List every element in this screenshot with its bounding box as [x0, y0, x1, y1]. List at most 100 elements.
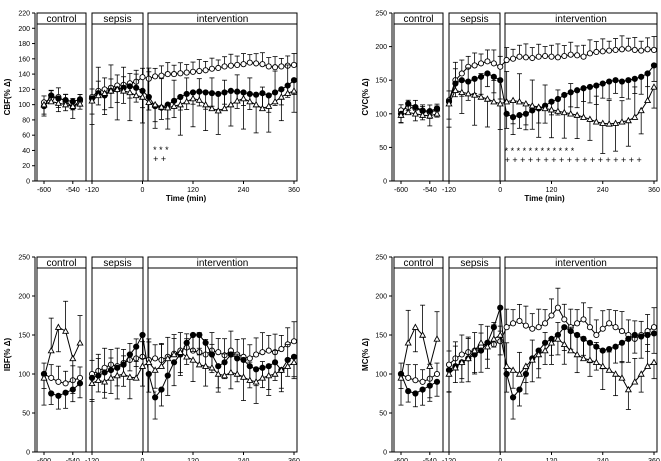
data-point — [528, 102, 536, 109]
x-tick-label: 240 — [597, 458, 609, 461]
data-point — [152, 355, 159, 362]
data-point — [644, 331, 651, 339]
data-point — [202, 89, 209, 96]
data-point — [272, 64, 279, 71]
x-tick-label: -120 — [442, 187, 456, 194]
segment-box — [504, 12, 658, 182]
data-point — [535, 350, 543, 358]
segment-label: control — [403, 258, 433, 269]
data-point — [215, 363, 222, 370]
x-tick-label: -540 — [66, 187, 80, 194]
data-point — [560, 108, 568, 116]
significance-marker: * * * * * * * * * * * * — [505, 146, 575, 156]
data-point — [547, 339, 556, 346]
data-point — [258, 104, 267, 112]
chart-panel-4: 0 50 100 150 200 250 MC(% Δ) -600 -540 -120 0 120 24… — [361, 255, 660, 461]
data-point — [202, 339, 209, 346]
data-point — [496, 99, 504, 107]
data-point — [138, 93, 147, 100]
data-point — [55, 378, 62, 385]
data-point — [471, 62, 478, 69]
segment-box — [147, 12, 298, 182]
data-point — [411, 323, 419, 330]
data-point — [157, 103, 166, 110]
data-point — [62, 380, 69, 387]
segment-label: sepsis — [103, 258, 131, 269]
x-tick-label: 120 — [187, 458, 199, 461]
data-point — [139, 74, 146, 81]
data-point — [618, 374, 626, 381]
series-triangle-open — [40, 64, 298, 136]
x-tick-label: -600 — [394, 187, 408, 194]
significance-marker: + + + + + + + + + + + + + + + + + + — [505, 155, 642, 165]
data-point — [638, 73, 645, 80]
data-point — [176, 100, 184, 108]
data-point — [644, 46, 651, 53]
data-point — [133, 343, 140, 350]
data-point — [522, 362, 530, 369]
data-point — [145, 358, 153, 365]
x-tick-label: 120 — [546, 458, 558, 461]
data-point — [567, 346, 575, 354]
data-point — [477, 339, 485, 346]
data-point — [48, 390, 55, 397]
data-point — [599, 347, 606, 354]
data-point — [419, 386, 426, 393]
data-point — [624, 385, 632, 393]
x-tick-label: 0 — [141, 187, 145, 194]
x-tick-label: 360 — [648, 187, 660, 194]
data-point — [253, 60, 260, 67]
data-point — [580, 316, 587, 323]
data-point — [586, 324, 593, 331]
data-point — [208, 104, 216, 112]
data-point — [426, 112, 434, 119]
x-tick-label: 120 — [187, 187, 199, 194]
data-point — [290, 358, 298, 365]
series-triangle-open — [397, 304, 658, 410]
y-axis-label: MC(% Δ) — [361, 338, 370, 371]
data-point — [76, 100, 84, 107]
data-point — [464, 354, 472, 362]
data-point — [157, 362, 166, 369]
data-point — [529, 54, 536, 62]
data-point — [419, 331, 427, 338]
data-point — [164, 71, 171, 78]
data-point — [253, 366, 260, 373]
data-point — [62, 389, 69, 396]
data-point — [132, 374, 140, 381]
data-point — [592, 118, 600, 125]
data-point — [271, 97, 279, 105]
data-point — [611, 119, 620, 126]
data-point — [612, 46, 619, 54]
data-point — [277, 93, 285, 100]
data-point — [638, 47, 645, 54]
chart-panel-3: 0 50 100 150 200 250 IBF(% Δ) -600 -540 -120 0 120 2… — [3, 255, 300, 461]
data-point — [496, 331, 504, 338]
data-point — [605, 120, 613, 127]
data-point — [145, 98, 153, 106]
y-tick-label: 50 — [22, 411, 30, 418]
segment-label: intervention — [555, 14, 607, 25]
data-point — [47, 97, 55, 105]
data-point — [253, 351, 260, 358]
data-point — [271, 370, 279, 377]
data-point — [265, 63, 272, 70]
data-point — [69, 354, 77, 362]
data-point — [503, 97, 511, 105]
data-point — [265, 102, 273, 109]
data-point — [618, 46, 626, 53]
data-point — [278, 86, 285, 93]
data-point — [171, 71, 178, 78]
data-point — [252, 100, 260, 108]
x-tick-label: 0 — [498, 187, 502, 194]
x-tick-label: -540 — [423, 458, 437, 461]
data-point — [599, 119, 607, 126]
data-point — [290, 61, 298, 68]
data-point — [644, 362, 652, 369]
data-point — [246, 59, 253, 66]
data-point — [528, 356, 536, 363]
data-point — [265, 371, 273, 379]
data-point — [189, 356, 197, 363]
data-point — [47, 346, 55, 354]
data-point — [101, 378, 109, 385]
